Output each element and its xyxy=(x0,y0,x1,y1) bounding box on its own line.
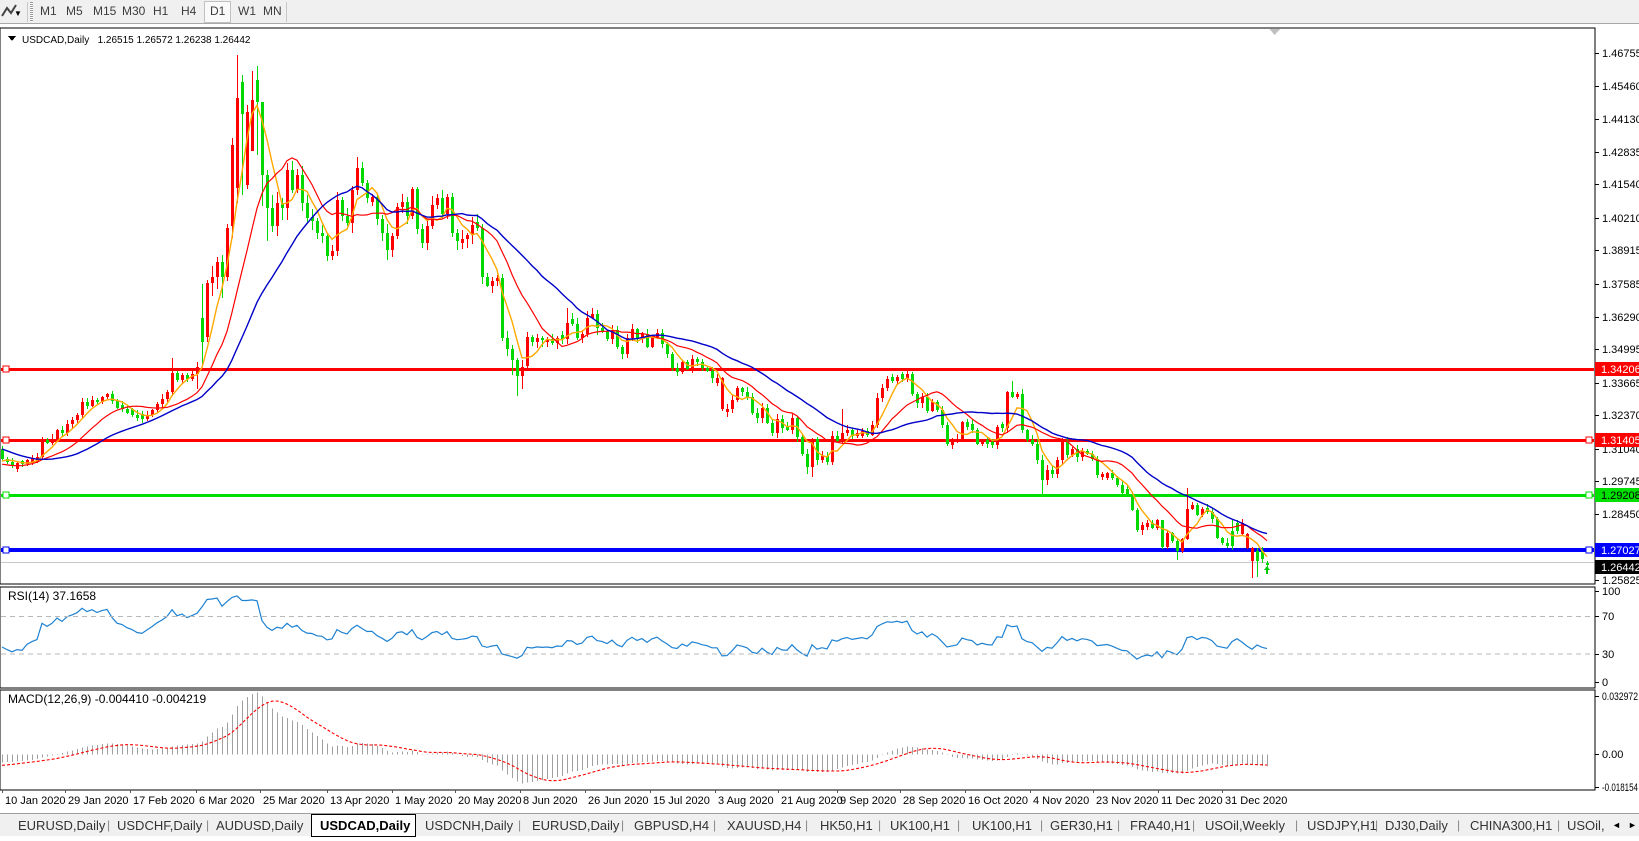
svg-text:1.26442: 1.26442 xyxy=(1601,562,1639,574)
svg-text:1.46755: 1.46755 xyxy=(1602,48,1639,60)
svg-text:0.00: 0.00 xyxy=(1602,749,1623,761)
svg-text:0.032972: 0.032972 xyxy=(1602,691,1638,703)
svg-text:1.34206: 1.34206 xyxy=(1601,364,1639,376)
svg-text:100: 100 xyxy=(1602,586,1620,598)
svg-text:MACD(12,26,9) -0.004410 -0.004: MACD(12,26,9) -0.004410 -0.004219 xyxy=(8,692,206,706)
svg-text:13 Apr 2020: 13 Apr 2020 xyxy=(330,795,389,807)
svg-text:11 Dec 2020: 11 Dec 2020 xyxy=(1161,795,1223,807)
svg-text:USDCAD,Daily 1.26515 1.26572: USDCAD,Daily 1.26515 1.26572 1.26238 1.2… xyxy=(22,35,251,46)
svg-text:1.38915: 1.38915 xyxy=(1602,245,1639,257)
svg-text:RSI(14) 37.1658: RSI(14) 37.1658 xyxy=(8,589,96,603)
svg-text:1.31405: 1.31405 xyxy=(1601,435,1639,447)
svg-text:17 Feb 2020: 17 Feb 2020 xyxy=(133,795,195,807)
svg-text:1.29745: 1.29745 xyxy=(1602,476,1639,488)
svg-text:3 Aug 2020: 3 Aug 2020 xyxy=(718,795,774,807)
svg-text:0: 0 xyxy=(1602,677,1608,689)
svg-text:4 Nov 2020: 4 Nov 2020 xyxy=(1033,795,1089,807)
svg-text:1 May 2020: 1 May 2020 xyxy=(395,795,452,807)
svg-text:10 Jan 2020: 10 Jan 2020 xyxy=(5,795,66,807)
svg-text:1.44130: 1.44130 xyxy=(1602,114,1639,126)
svg-text:1.34995: 1.34995 xyxy=(1602,344,1639,356)
svg-text:1.36290: 1.36290 xyxy=(1602,312,1639,324)
svg-text:26 Jun 2020: 26 Jun 2020 xyxy=(588,795,649,807)
svg-text:25 Mar 2020: 25 Mar 2020 xyxy=(263,795,325,807)
svg-text:28 Sep 2020: 28 Sep 2020 xyxy=(903,795,965,807)
svg-text:1.45460: 1.45460 xyxy=(1602,81,1639,93)
svg-text:29 Jan 2020: 29 Jan 2020 xyxy=(68,795,129,807)
svg-text:21 Aug 2020: 21 Aug 2020 xyxy=(781,795,843,807)
svg-text:16 Oct 2020: 16 Oct 2020 xyxy=(968,795,1028,807)
svg-text:31 Dec 2020: 31 Dec 2020 xyxy=(1225,795,1287,807)
svg-text:1.33665: 1.33665 xyxy=(1602,378,1639,390)
svg-text:1.40210: 1.40210 xyxy=(1602,213,1639,225)
svg-text:1.27027: 1.27027 xyxy=(1601,545,1639,557)
svg-text:15 Jul 2020: 15 Jul 2020 xyxy=(653,795,710,807)
svg-text:1.42835: 1.42835 xyxy=(1602,147,1639,159)
svg-text:23 Nov 2020: 23 Nov 2020 xyxy=(1096,795,1158,807)
svg-text:30: 30 xyxy=(1602,649,1614,661)
svg-text:70: 70 xyxy=(1602,611,1614,623)
svg-text:9 Sep 2020: 9 Sep 2020 xyxy=(840,795,896,807)
svg-text:1.25825: 1.25825 xyxy=(1602,575,1639,587)
svg-text:1.41540: 1.41540 xyxy=(1602,179,1639,191)
svg-text:1.29208: 1.29208 xyxy=(1601,490,1639,502)
svg-text:6 Mar 2020: 6 Mar 2020 xyxy=(199,795,255,807)
svg-text:20 May 2020: 20 May 2020 xyxy=(458,795,522,807)
svg-text:8 Jun 2020: 8 Jun 2020 xyxy=(523,795,577,807)
svg-text:1.32370: 1.32370 xyxy=(1602,410,1639,422)
svg-text:1.28450: 1.28450 xyxy=(1602,509,1639,521)
svg-text:-0.018154: -0.018154 xyxy=(1602,782,1638,794)
svg-text:1.37585: 1.37585 xyxy=(1602,279,1639,291)
